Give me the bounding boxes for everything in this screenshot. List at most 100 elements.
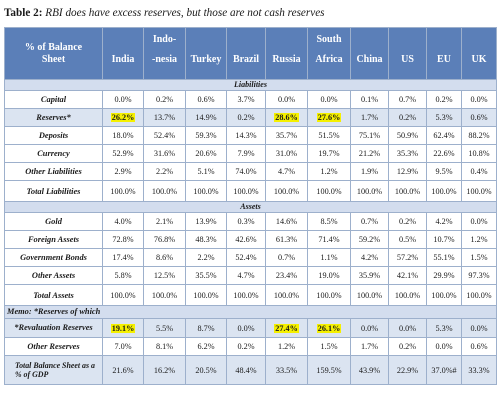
row-label: Other Assets: [4, 266, 103, 285]
table-row-deposits: Deposits 18.0% 52.4% 59.3% 14.3% 35.7% 51.5% 75…: [4, 126, 497, 145]
table-cell: 75.1%: [350, 126, 389, 145]
table-cell: 2.9%: [102, 162, 144, 181]
table-cell: 0.7%: [350, 212, 389, 231]
table-cell: 0.2%: [388, 337, 427, 356]
table-cell: 12.5%: [143, 266, 186, 285]
header-col-line2: UK: [471, 54, 487, 65]
highlighted-value: 26.2%: [110, 113, 136, 122]
table-cell: 100.0%: [461, 284, 497, 306]
table-cell: 61.3%: [265, 230, 308, 249]
table-cell: 0.0%: [426, 337, 462, 356]
table-cell: 0.0%: [461, 90, 497, 109]
table-cell: 8.1%: [143, 337, 186, 356]
table-cell: 100.0%: [143, 284, 186, 306]
header-col-line2: US: [401, 54, 414, 65]
table-cell: 5.5%: [143, 318, 186, 338]
table-cell: 5.8%: [102, 266, 144, 285]
table-cell: 71.4%: [307, 230, 351, 249]
table-cell: 100.0%: [388, 284, 427, 306]
table-cell: 4.7%: [226, 266, 266, 285]
highlighted-value: 19.1%: [110, 323, 136, 333]
table-cell: 76.8%: [143, 230, 186, 249]
header-col-8: EU: [426, 27, 462, 80]
table-cell: 33.5%: [265, 355, 308, 385]
table-cell: 7.0%: [102, 337, 144, 356]
table-cell: 16.2%: [143, 355, 186, 385]
table-cell: 0.7%: [265, 248, 308, 267]
header-corner: % of Balance Sheet: [4, 27, 103, 80]
table-cell: 9.5%: [426, 162, 462, 181]
table-cell: 28.6%: [265, 108, 308, 127]
table-cell: 27.4%: [265, 318, 308, 338]
row-label: *Revaluation Reserves: [4, 318, 103, 338]
table-cell: 100.0%: [102, 284, 144, 306]
table-cell: 14.9%: [185, 108, 227, 127]
highlighted-value: 28.6%: [274, 113, 299, 122]
table-cell: 97.3%: [461, 266, 497, 285]
table-cell: 2.1%: [143, 212, 186, 231]
table-cell: 14.6%: [265, 212, 308, 231]
table-cell: 26.1%: [307, 318, 351, 338]
table-cell: 10.7%: [426, 230, 462, 249]
table-cell: 100.0%: [461, 180, 497, 202]
table-cell: 52.4%: [143, 126, 186, 145]
header-col-line1: [188, 34, 224, 46]
table-cell: 100.0%: [307, 180, 351, 202]
table-row-other_liab: Other Liabilities 2.9% 2.2% 5.1% 74.0% 4.7% 1.…: [4, 162, 497, 181]
table-row-capital: Capital 0.0% 0.2% 0.6% 3.7% 0.0% 0.0% 0.1% 0.7% 0…: [4, 90, 497, 109]
header-col-line2: Africa: [315, 54, 343, 65]
table-cell: 0.0%: [350, 318, 389, 338]
table-cell: 7.9%: [226, 144, 266, 163]
table-cell: 10.8%: [461, 144, 497, 163]
table-cell: 100.0%: [143, 180, 186, 202]
table-cell: 100.0%: [307, 284, 351, 306]
table-cell: 1.7%: [350, 337, 389, 356]
section-label: Liabilities: [4, 79, 497, 91]
header-col-line2: Russia: [272, 54, 301, 65]
table-cell: 0.7%: [388, 90, 427, 109]
table-cell: 1.5%: [307, 337, 351, 356]
table-cell: 35.3%: [388, 144, 427, 163]
header-col-2: Turkey: [185, 27, 227, 80]
table-cell: 4.0%: [102, 212, 144, 231]
table-cell: 1.2%: [265, 337, 308, 356]
table-cell: 50.9%: [388, 126, 427, 145]
table-cell: 5.3%: [426, 108, 462, 127]
table-row-reval: *Revaluation Reserves 19.1% 5.5% 8.7% 0.0% 27…: [4, 318, 497, 338]
table-cell: 0.3%: [226, 212, 266, 231]
table-row-total_assets: Total Assets 100.0% 100.0% 100.0% 100.0% 100.…: [4, 284, 497, 306]
table-cell: 12.9%: [388, 162, 427, 181]
table-cell: 37.0%#: [426, 355, 462, 385]
table-cell: 159.5%: [307, 355, 351, 385]
header-col-4: Russia: [265, 27, 308, 80]
row-label: Deposits: [4, 126, 103, 145]
table-cell: 42.6%: [226, 230, 266, 249]
header-col-6: China: [350, 27, 389, 80]
table-cell: 27.6%: [307, 108, 351, 127]
table-cell: 0.6%: [185, 90, 227, 109]
table-title-text: RBI does have excess reserves, but those…: [45, 7, 325, 19]
row-label: Other Reserves: [4, 337, 103, 356]
table-title-label: Table 2:: [4, 7, 43, 19]
table-cell: 1.1%: [307, 248, 351, 267]
header-col-1: Indo- -nesia: [143, 27, 186, 80]
table-cell: 48.4%: [226, 355, 266, 385]
table-cell: 0.0%: [265, 90, 308, 109]
table-title: Table 2: RBI does have excess reserves, …: [4, 2, 325, 24]
header-col-line1: [391, 34, 424, 46]
table-cell: 4.2%: [426, 212, 462, 231]
header-col-line1: South: [316, 34, 342, 45]
highlighted-value: 26.1%: [316, 323, 342, 333]
header-col-line1: [268, 34, 305, 46]
table-cell: 100.0%: [388, 180, 427, 202]
table-row-other_assets: Other Assets 5.8% 12.5% 35.5% 4.7% 23.4% 19.0%…: [4, 266, 497, 285]
table-cell: 43.9%: [350, 355, 389, 385]
table-cell: 3.7%: [226, 90, 266, 109]
table-cell: 100.0%: [426, 284, 462, 306]
table-cell: 21.6%: [102, 355, 144, 385]
table-cell: 100.0%: [265, 284, 308, 306]
row-label: Total Assets: [4, 284, 103, 306]
table-cell: 59.2%: [350, 230, 389, 249]
header-col-line2: Turkey: [190, 54, 222, 65]
header-col-line2: -nesia: [152, 54, 177, 65]
